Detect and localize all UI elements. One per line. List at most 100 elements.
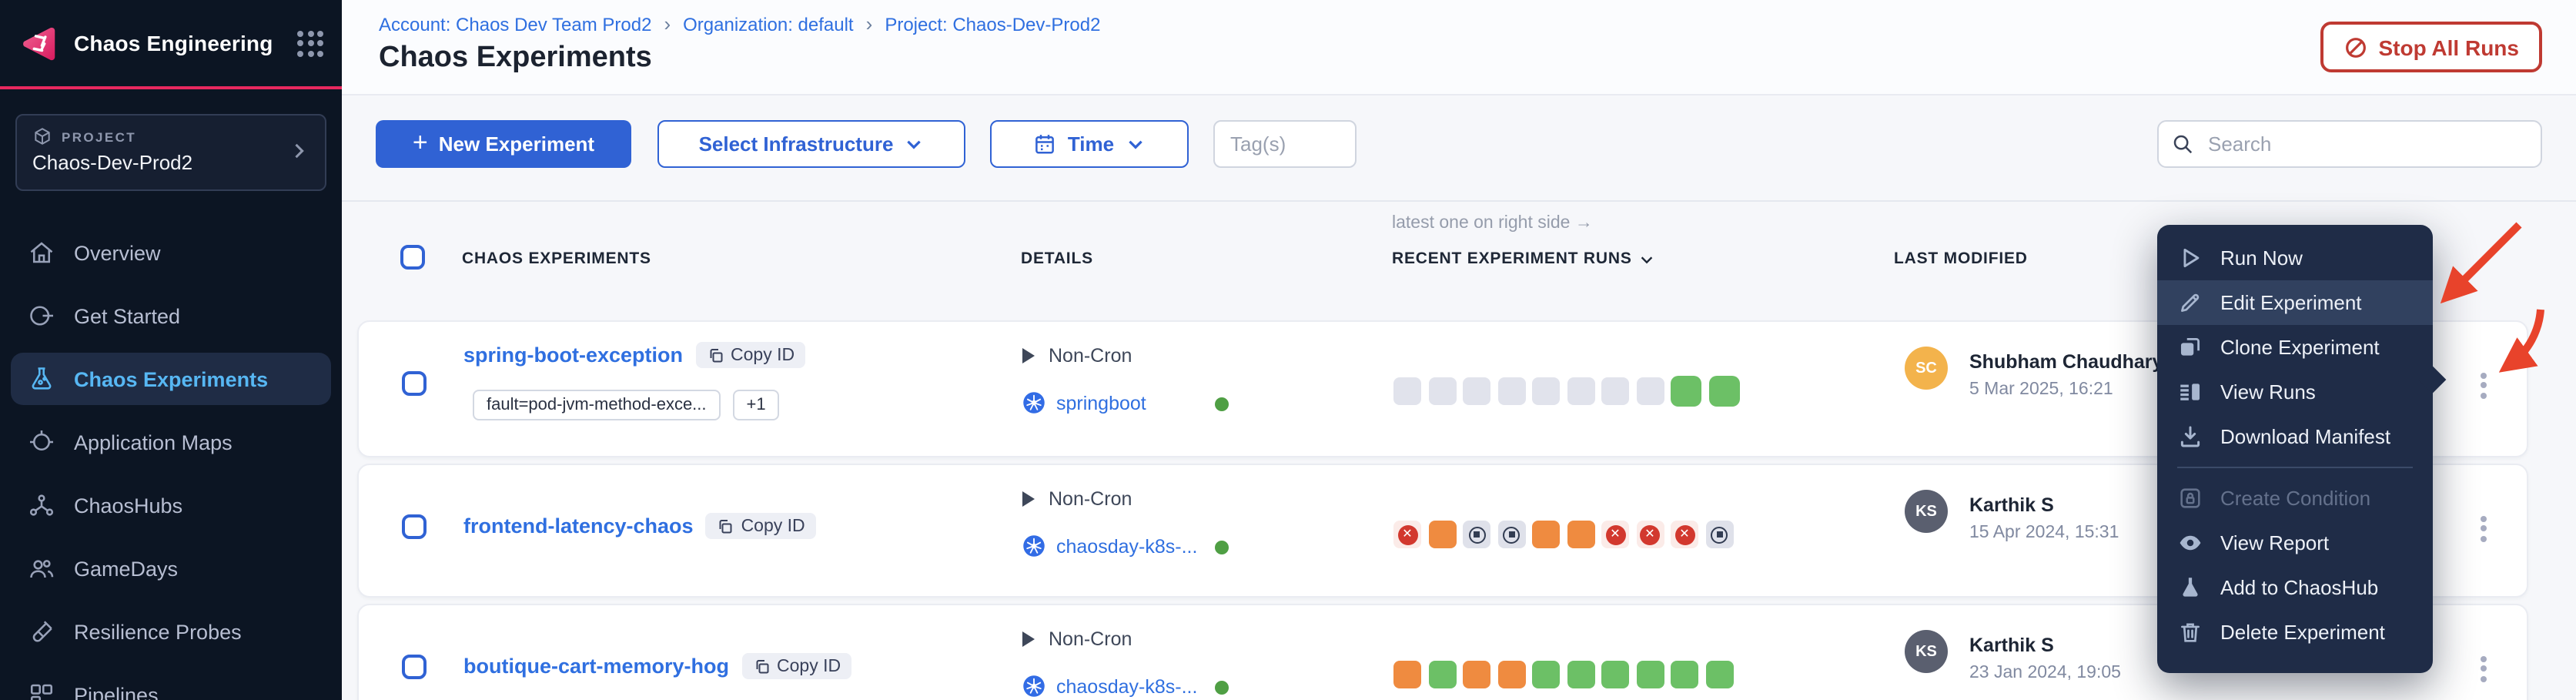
copy-id-button[interactable]: Copy ID — [695, 342, 806, 368]
run-status-blank[interactable] — [1463, 377, 1490, 405]
run-status-completed[interactable] — [1601, 661, 1629, 688]
row-checkbox[interactable] — [402, 371, 427, 396]
plus-icon: + — [412, 127, 428, 156]
menu-item-label: Delete Experiment — [2220, 621, 2385, 644]
row-menu-button[interactable] — [2471, 365, 2496, 405]
row-checkbox[interactable] — [402, 514, 427, 539]
menu-item-delete-experiment[interactable]: Delete Experiment — [2157, 610, 2433, 655]
sidebar-item-get-started[interactable]: Get Started — [11, 290, 331, 342]
row-menu-button[interactable] — [2471, 648, 2496, 688]
menu-item-add-to-chaoshub[interactable]: Add to ChaosHub — [2157, 565, 2433, 610]
run-status-running[interactable] — [1463, 661, 1490, 688]
run-status-failed[interactable]: ✕ — [1601, 521, 1629, 548]
run-status-blank[interactable] — [1601, 377, 1629, 405]
run-status-running[interactable] — [1497, 661, 1525, 688]
modified-date: 23 Jan 2024, 19:05 — [1969, 664, 2121, 682]
menu-item-edit-experiment[interactable]: Edit Experiment — [2157, 280, 2433, 325]
run-status-completed[interactable] — [1636, 661, 1664, 688]
run-status-completed[interactable] — [1532, 661, 1560, 688]
module-grid-icon[interactable] — [297, 30, 323, 56]
sidebar-item-label: Chaos Experiments — [74, 367, 269, 390]
run-status-running[interactable] — [1567, 521, 1594, 548]
details-cell: Non-Cron chaosday-k8s-... — [1022, 465, 1438, 596]
copy-id-label: Copy ID — [741, 517, 805, 535]
experiment-name-link[interactable]: boutique-cart-memory-hog — [463, 655, 730, 678]
sidebar-item-pipelines[interactable]: Pipelines — [11, 668, 331, 700]
pencil-icon — [2181, 293, 2200, 312]
new-experiment-button[interactable]: + New Experiment — [376, 120, 631, 168]
run-status-failed[interactable]: ✕ — [1636, 521, 1664, 548]
run-status-stopped[interactable] — [1463, 521, 1490, 548]
time-filter-dropdown[interactable]: Time — [990, 120, 1189, 168]
cube-icon — [35, 128, 50, 145]
run-status-blank[interactable] — [1532, 377, 1560, 405]
run-status-failed[interactable]: ✕ — [1671, 521, 1698, 548]
schedule-type: Non-Cron — [1049, 345, 1132, 367]
menu-item-view-report[interactable]: View Report — [2157, 521, 2433, 565]
run-status-blank[interactable] — [1428, 377, 1456, 405]
sidebar-item-resilience-probes[interactable]: Resilience Probes — [11, 605, 331, 658]
run-status-completed[interactable] — [1428, 661, 1456, 688]
sidebar-item-label: Application Maps — [74, 430, 233, 454]
breadcrumb-account[interactable]: Account: Chaos Dev Team Prod2 — [379, 13, 652, 35]
infrastructure-link[interactable]: springboot — [1056, 392, 1146, 414]
row-menu-button[interactable] — [2471, 508, 2496, 548]
run-status-completed[interactable] — [1567, 661, 1594, 688]
run-status-completed[interactable] — [1705, 661, 1733, 688]
menu-item-run-now[interactable]: Run Now — [2157, 236, 2433, 280]
run-status-completed[interactable] — [1708, 376, 1739, 407]
sidebar-item-label: ChaosHubs — [74, 494, 183, 517]
menu-item-view-runs[interactable]: View Runs — [2157, 370, 2433, 414]
run-status-running[interactable] — [1428, 521, 1456, 548]
copy-id-button[interactable]: Copy ID — [705, 513, 816, 539]
infra-status-dot — [1215, 541, 1229, 554]
run-status-failed[interactable]: ✕ — [1393, 521, 1421, 548]
chevron-right-icon — [295, 143, 304, 159]
select-all-checkbox[interactable] — [400, 245, 425, 270]
flask-icon — [2183, 578, 2198, 597]
select-infrastructure-dropdown[interactable]: Select Infrastructure — [657, 120, 965, 168]
menu-item-download-manifest[interactable]: Download Manifest — [2157, 414, 2433, 459]
run-status-stopped[interactable] — [1705, 521, 1733, 548]
row-checkbox[interactable] — [402, 655, 427, 679]
stop-all-runs-label: Stop All Runs — [2378, 35, 2519, 59]
extra-tags-badge[interactable]: +1 — [732, 390, 780, 420]
avatar: KS — [1905, 490, 1948, 533]
project-selector[interactable]: PROJECT Chaos-Dev-Prod2 — [15, 114, 326, 191]
breadcrumb-separator: › — [664, 12, 671, 35]
breadcrumb-project[interactable]: Project: Chaos-Dev-Prod2 — [885, 13, 1101, 35]
lock-icon — [2180, 488, 2200, 508]
search-input[interactable] — [2157, 120, 2542, 168]
infrastructure-link[interactable]: chaosday-k8s-... — [1056, 675, 1198, 697]
sidebar-item-chaos-experiments[interactable]: Chaos Experiments — [11, 353, 331, 405]
chevron-down-icon — [907, 140, 922, 149]
calendar-icon — [1036, 135, 1055, 154]
stop-all-runs-button[interactable]: Stop All Runs — [2320, 22, 2542, 72]
breadcrumb-organization[interactable]: Organization: default — [683, 13, 854, 35]
tags-filter-input[interactable] — [1213, 120, 1357, 168]
sidebar-item-chaoshubs[interactable]: ChaosHubs — [11, 479, 331, 531]
sidebar-item-application-maps[interactable]: Application Maps — [11, 416, 331, 468]
avatar: KS — [1905, 630, 1948, 673]
run-status-blank[interactable] — [1497, 377, 1525, 405]
run-status-blank[interactable] — [1567, 377, 1594, 405]
column-header-recent-runs[interactable]: RECENT EXPERIMENT RUNS — [1392, 250, 1655, 268]
search-icon — [2173, 134, 2193, 153]
run-status-completed[interactable] — [1671, 661, 1698, 688]
experiment-name-link[interactable]: frontend-latency-chaos — [463, 514, 694, 538]
sidebar-item-overview[interactable]: Overview — [11, 226, 331, 279]
details-cell: Non-Cron chaosday-k8s-... — [1022, 605, 1438, 700]
menu-item-clone-experiment[interactable]: Clone Experiment — [2157, 325, 2433, 370]
copy-id-button[interactable]: Copy ID — [741, 653, 852, 679]
run-status-running[interactable] — [1532, 521, 1560, 548]
experiment-row: boutique-cart-memory-hog Copy ID Non-Cro… — [357, 604, 2528, 700]
run-status-running[interactable] — [1393, 661, 1421, 688]
experiment-name-link[interactable]: spring-boot-exception — [463, 343, 683, 367]
run-status-blank[interactable] — [1393, 377, 1421, 405]
sidebar-item-gamedays[interactable]: GameDays — [11, 542, 331, 594]
infrastructure-link[interactable]: chaosday-k8s-... — [1056, 535, 1198, 557]
run-status-completed[interactable] — [1671, 376, 1701, 407]
run-status-stopped[interactable] — [1497, 521, 1525, 548]
run-status-blank[interactable] — [1636, 377, 1664, 405]
